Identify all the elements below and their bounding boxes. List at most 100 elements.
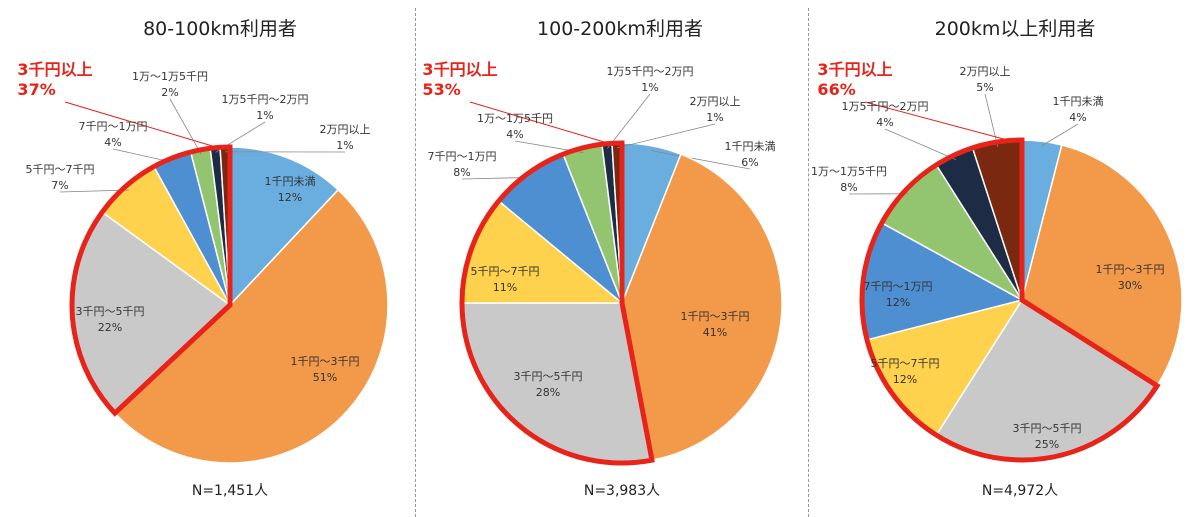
slice-label: 1千円未満 6% [725,139,776,171]
slice-value: 1% [256,109,274,122]
slice-label: 1千円～3千円 41% [681,309,750,341]
divider [808,8,809,517]
slice-value: 28% [535,386,561,399]
slice-category: 1千円～3千円 [290,355,360,368]
slice-value: 6% [741,156,759,169]
slice-value: 12% [885,296,911,309]
slice-value: 2% [161,86,179,99]
slice-value: 4% [876,116,894,129]
slice-category: 1万5千円～2万円 [606,65,694,78]
slice-label: 7千円～1万円 8% [428,149,497,181]
leader-line [884,128,957,160]
slice-label: 7千円～1万円 12% [864,279,933,311]
slice-category: 7千円～1万円 [78,120,148,133]
slice-label: 1千円～3千円 51% [291,354,360,386]
highlight-value: 53% [422,80,461,99]
slice-label: 5千円～7千円 12% [871,356,940,388]
slice-value: 25% [1034,438,1060,451]
slice-category: 5千円～7千円 [25,163,95,176]
slice-value: 1% [336,139,354,152]
slice-label: 1万～1万5千円 4% [477,111,553,143]
highlight-category: 3千円以上 [817,60,893,79]
highlight-label: 3千円以上 37% [17,60,92,100]
slice-value: 8% [453,166,471,179]
leader-line [1041,123,1079,147]
slice-category: 1万～1万5千円 [132,70,208,83]
highlight-value: 37% [17,80,56,99]
slice-category: 3千円～5千円 [513,370,583,383]
slice-category: 1万～1万5千円 [811,165,887,178]
divider [415,8,416,517]
leader-line [169,98,202,155]
slice-value: 11% [492,281,518,294]
slice-label: 1千円未満 12% [265,174,316,206]
highlight-leader [64,101,218,148]
slice-label: 3千円～5千円 22% [76,304,145,336]
slice-label: 1万5千円～2万円 1% [222,92,309,124]
sample-size-1: N=1,451人 [191,483,269,499]
slice-value: 5% [976,81,994,94]
slice-category: 5千円～7千円 [870,357,940,370]
slice-category: 1万～1万5千円 [477,112,553,125]
slice-value: 4% [104,136,122,149]
chart-title-1: 80-100km利用者 [143,18,297,40]
highlight-category: 3千円以上 [17,60,93,79]
chart-title-2: 100-200km利用者 [537,18,703,40]
leader-line [617,123,716,149]
slice-value: 51% [312,371,338,384]
slice-label: 1万～1万5千円 8% [811,164,887,196]
pie-slice [113,188,389,464]
slice-category: 1千円未満 [264,175,316,188]
slice-label: 1千円～3千円 30% [1096,262,1165,294]
slice-category: 2万円以上 [959,65,1011,78]
slice-value: 8% [840,181,858,194]
slice-category: 3千円～5千円 [75,305,145,318]
sample-size-2: N=3,983人 [583,483,661,499]
slice-category: 1千円未満 [1052,95,1104,108]
slice-category: 1万5千円～2万円 [221,93,309,106]
slice-category: 1万5千円～2万円 [841,100,929,113]
slice-category: 7千円～1万円 [863,280,933,293]
slice-label: 3千円～5千円 28% [514,369,583,401]
slice-category: 5千円～7千円 [470,265,540,278]
slice-value: 12% [277,191,303,204]
slice-category: 2万円以上 [689,95,741,108]
leader-line [984,93,999,147]
highlight-leader [864,101,1010,141]
slice-label: 2万円以上 5% [960,64,1011,96]
slice-label: 1万～1万5千円 2% [132,69,208,101]
slice-label: 5千円～7千円 11% [471,264,540,296]
slice-category: 2万円以上 [319,123,371,136]
highlight-label: 3千円以上 53% [422,60,497,100]
slice-value: 1% [641,81,659,94]
highlight-category: 3千円以上 [422,60,498,79]
pie-slice [1021,144,1183,387]
slice-label: 2万円以上 1% [320,122,371,154]
slice-value: 7% [51,179,69,192]
highlight-label: 3千円以上 66% [817,60,892,100]
slice-label: 5千円～7千円 7% [26,162,95,194]
slice-value: 1% [706,111,724,124]
slice-label: 2万円以上 1% [690,94,741,126]
slice-value: 41% [702,326,728,339]
slice-category: 7千円～1万円 [427,150,497,163]
slice-value: 12% [892,373,918,386]
pie-slice [229,146,340,307]
highlight-value: 66% [817,80,856,99]
slice-category: 1千円～3千円 [680,310,750,323]
highlight-outline [459,140,655,466]
slice-label: 7千円～1万円 4% [79,119,148,151]
highlight-outline [69,144,233,417]
slice-value: 22% [97,321,123,334]
leader-line [651,150,751,170]
slice-category: 1千円～3千円 [1095,263,1165,276]
sample-size-3: N=4,972人 [981,483,1059,499]
slice-value: 30% [1117,279,1143,292]
slice-label: 1万5千円～2万円 4% [842,99,929,131]
highlight-leader [469,101,610,144]
pie-slice [621,153,783,462]
slice-value: 4% [1069,111,1087,124]
slice-label: 1千円未満 4% [1053,94,1104,126]
leader-line [59,189,129,193]
